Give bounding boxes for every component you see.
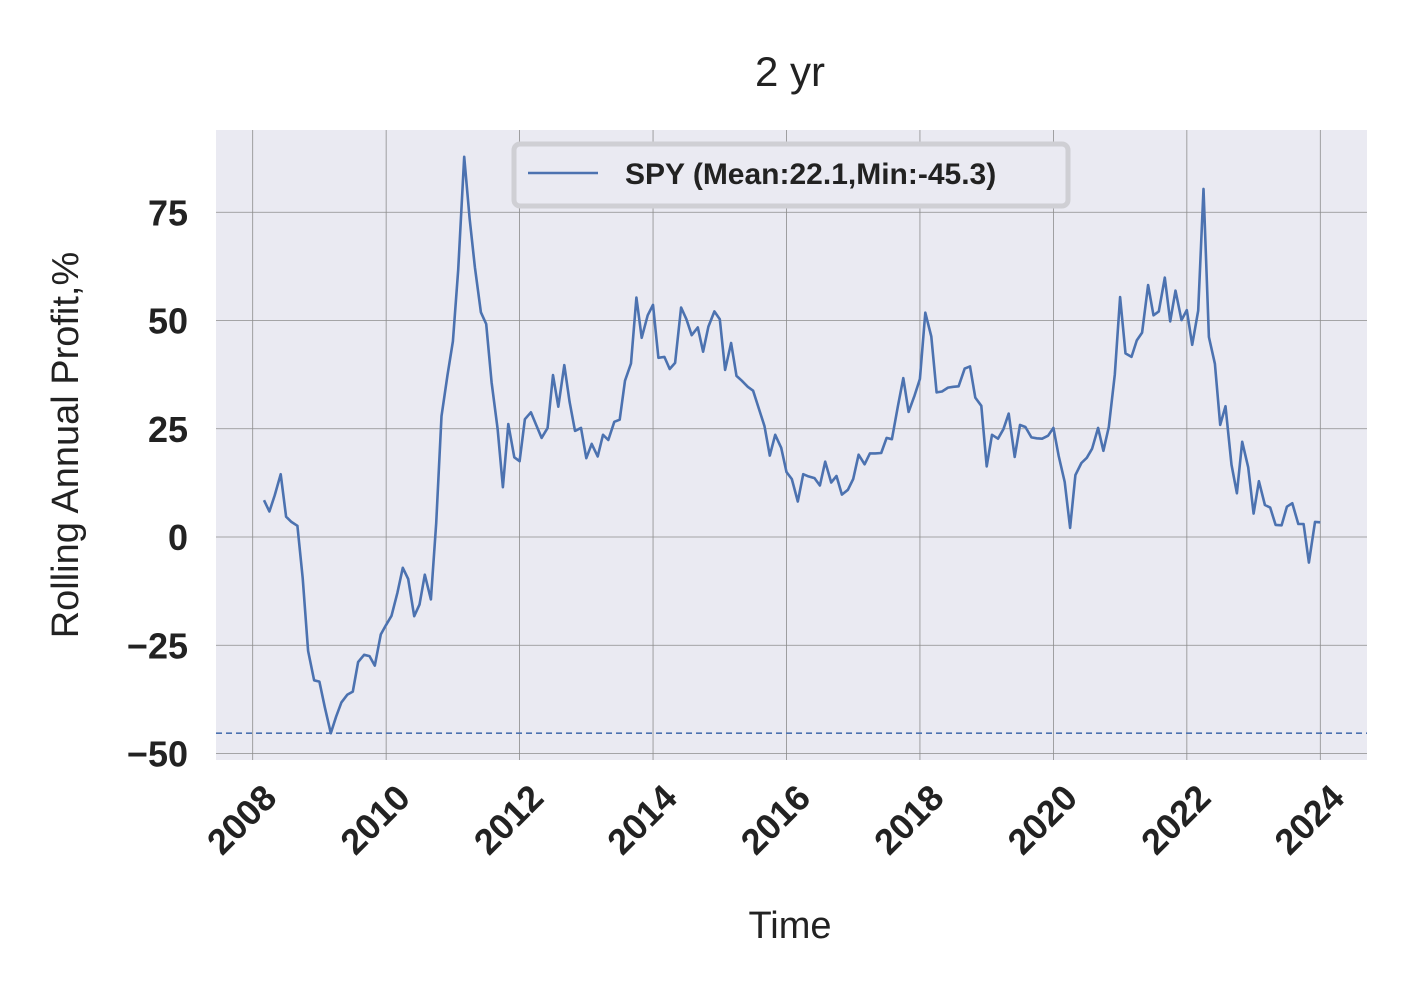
x-tick-label: 2024 bbox=[1266, 777, 1352, 863]
grid-y bbox=[216, 211, 1367, 754]
y-tick-labels: 75 50 25 0 −25 −50 bbox=[127, 192, 188, 774]
y-tick-label: 50 bbox=[148, 301, 188, 342]
chart-title: 2 yr bbox=[755, 48, 825, 95]
y-tick-label: 25 bbox=[148, 409, 188, 450]
legend: SPY (Mean:22.1,Min:-45.3) bbox=[511, 141, 1071, 209]
x-tick-label: 2014 bbox=[599, 777, 685, 863]
x-tick-label: 2022 bbox=[1133, 777, 1219, 863]
x-tick-label: 2018 bbox=[866, 777, 952, 863]
legend-box bbox=[511, 141, 1071, 209]
x-tick-label: 2012 bbox=[466, 777, 552, 863]
x-tick-label: 2008 bbox=[199, 777, 285, 863]
y-tick-label: 0 bbox=[168, 517, 188, 558]
x-tick-labels: 2008 2010 2012 2014 2016 2018 2020 2022 2024 bbox=[199, 777, 1352, 863]
grid-x bbox=[252, 130, 1321, 760]
x-tick-label: 2016 bbox=[733, 777, 819, 863]
y-axis-label: Rolling Annual Profit,% bbox=[45, 252, 87, 639]
x-tick-label: 2020 bbox=[999, 777, 1085, 863]
y-tick-label: −25 bbox=[127, 625, 188, 666]
series-line-spy bbox=[262, 155, 1321, 735]
x-axis-label: Time bbox=[748, 905, 831, 947]
x-tick-label: 2010 bbox=[332, 777, 418, 863]
legend-label: SPY (Mean:22.1,Min:-45.3) bbox=[625, 158, 996, 191]
y-tick-label: 75 bbox=[148, 192, 188, 233]
plot-area bbox=[216, 130, 1367, 760]
y-tick-label: −50 bbox=[127, 734, 188, 775]
